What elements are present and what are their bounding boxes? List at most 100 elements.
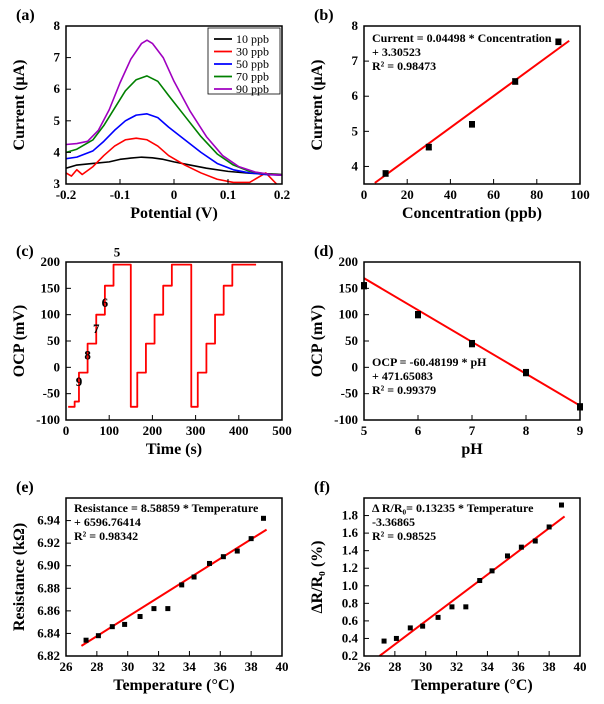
svg-text:Δ R/R₀= 0.13235 * Temperature: Δ R/R₀= 0.13235 * Temperature [372,501,534,515]
svg-text:Current (μA): Current (μA) [11,60,28,151]
svg-text:ΔR/R₀ (%): ΔR/R₀ (%) [309,540,326,613]
svg-text:0: 0 [63,423,70,438]
svg-text:0: 0 [171,187,178,202]
svg-text:100: 100 [41,307,61,322]
svg-text:OCP (mV): OCP (mV) [11,305,28,377]
panel-b: 02040608010045678Concentration (ppb)Curr… [309,7,590,222]
svg-text:OCP = -60.48199 * pH: OCP = -60.48199 * pH [372,355,487,369]
panel-c: 0100200300400500-100-50050100150200Time … [11,243,292,458]
svg-text:5: 5 [361,423,368,438]
svg-text:1.4: 1.4 [342,543,359,558]
svg-text:-100: -100 [334,412,358,427]
svg-text:(d): (d) [314,243,334,260]
svg-text:150: 150 [339,280,359,295]
svg-text:Temperature (°C): Temperature (°C) [113,677,234,694]
svg-text:6.82: 6.82 [37,648,60,663]
svg-text:100: 100 [339,307,359,322]
svg-text:400: 400 [229,423,249,438]
svg-text:50: 50 [345,333,358,348]
svg-text:5: 5 [54,113,61,128]
svg-text:1.2: 1.2 [342,560,358,575]
svg-text:0.4: 0.4 [342,630,359,645]
svg-text:6.94: 6.94 [37,513,60,528]
svg-text:+ 471.65083: + 471.65083 [372,369,433,383]
svg-text:30: 30 [419,659,432,674]
svg-text:6: 6 [415,423,422,438]
svg-text:(f): (f) [314,479,330,496]
svg-text:0.6: 0.6 [342,613,359,628]
svg-text:28: 28 [388,659,402,674]
svg-text:20: 20 [401,187,414,202]
svg-text:50: 50 [47,333,60,348]
svg-text:26: 26 [358,659,372,674]
svg-text:6: 6 [54,81,61,96]
svg-text:Concentration (ppb): Concentration (ppb) [402,205,542,222]
svg-text:(c): (c) [16,243,34,260]
svg-text:8: 8 [84,347,91,362]
svg-text:38: 38 [543,659,557,674]
svg-text:R² = 0.98525: R² = 0.98525 [372,529,436,543]
svg-text:-50: -50 [43,386,60,401]
svg-text:9: 9 [76,374,83,389]
svg-text:32: 32 [152,659,165,674]
svg-text:Resistance = 8.58859 * Tempera: Resistance = 8.58859 * Temperature [74,501,259,515]
svg-text:34: 34 [481,659,495,674]
svg-text:Potential (V): Potential (V) [130,205,218,222]
svg-text:300: 300 [186,423,206,438]
svg-text:4: 4 [352,158,359,173]
svg-text:6: 6 [352,88,359,103]
svg-text:40: 40 [276,659,289,674]
figure: -0.2-0.100.10.2345678Potential (V)Curren… [0,0,604,704]
svg-text:32: 32 [450,659,463,674]
svg-text:9: 9 [577,423,584,438]
svg-text:1.8: 1.8 [342,508,359,523]
svg-text:4: 4 [54,144,61,159]
figure-svg: -0.2-0.100.10.2345678Potential (V)Curren… [0,0,604,704]
svg-text:5: 5 [352,123,359,138]
svg-text:36: 36 [512,659,526,674]
svg-text:Resistance (kΩ): Resistance (kΩ) [11,523,28,631]
svg-text:-3.36865: -3.36865 [372,515,415,529]
svg-text:-100: -100 [36,412,60,427]
svg-text:38: 38 [245,659,259,674]
svg-text:40: 40 [574,659,587,674]
svg-text:7: 7 [93,321,100,336]
svg-text:100: 100 [570,187,590,202]
svg-text:7: 7 [54,50,61,65]
svg-text:0: 0 [361,187,368,202]
svg-text:1.0: 1.0 [342,578,358,593]
panel-d: 56789-100-50050100150200pHOCP (mV)(d)OCP… [309,243,591,458]
svg-text:200: 200 [143,423,163,438]
svg-text:0.8: 0.8 [342,595,359,610]
svg-text:34: 34 [183,659,197,674]
panel-a: -0.2-0.100.10.2345678Potential (V)Curren… [11,7,290,222]
svg-text:0.2: 0.2 [342,648,358,663]
svg-text:+ 3.30523: + 3.30523 [372,45,421,59]
svg-text:6.88: 6.88 [37,580,60,595]
svg-text:500: 500 [272,423,292,438]
svg-text:7: 7 [469,423,476,438]
svg-text:R² = 0.98342: R² = 0.98342 [74,529,138,543]
svg-text:0.1: 0.1 [220,187,236,202]
svg-text:(e): (e) [16,479,34,496]
svg-text:28: 28 [90,659,104,674]
svg-text:-50: -50 [341,386,358,401]
svg-text:200: 200 [41,254,61,269]
svg-text:100: 100 [99,423,119,438]
svg-text:6: 6 [102,295,109,310]
svg-text:7: 7 [352,53,359,68]
svg-text:0: 0 [54,359,61,374]
svg-text:30: 30 [121,659,134,674]
svg-text:Temperature (°C): Temperature (°C) [411,677,532,694]
svg-text:8: 8 [54,18,61,33]
svg-text:8: 8 [352,18,359,33]
svg-text:90 ppb: 90 ppb [236,82,269,96]
svg-text:6.92: 6.92 [37,535,60,550]
svg-text:80: 80 [530,187,543,202]
svg-text:OCP (mV): OCP (mV) [309,305,326,377]
svg-text:150: 150 [41,280,61,295]
svg-text:60: 60 [487,187,500,202]
svg-text:26: 26 [60,659,74,674]
svg-text:6.86: 6.86 [37,603,60,618]
svg-text:5: 5 [114,245,121,260]
